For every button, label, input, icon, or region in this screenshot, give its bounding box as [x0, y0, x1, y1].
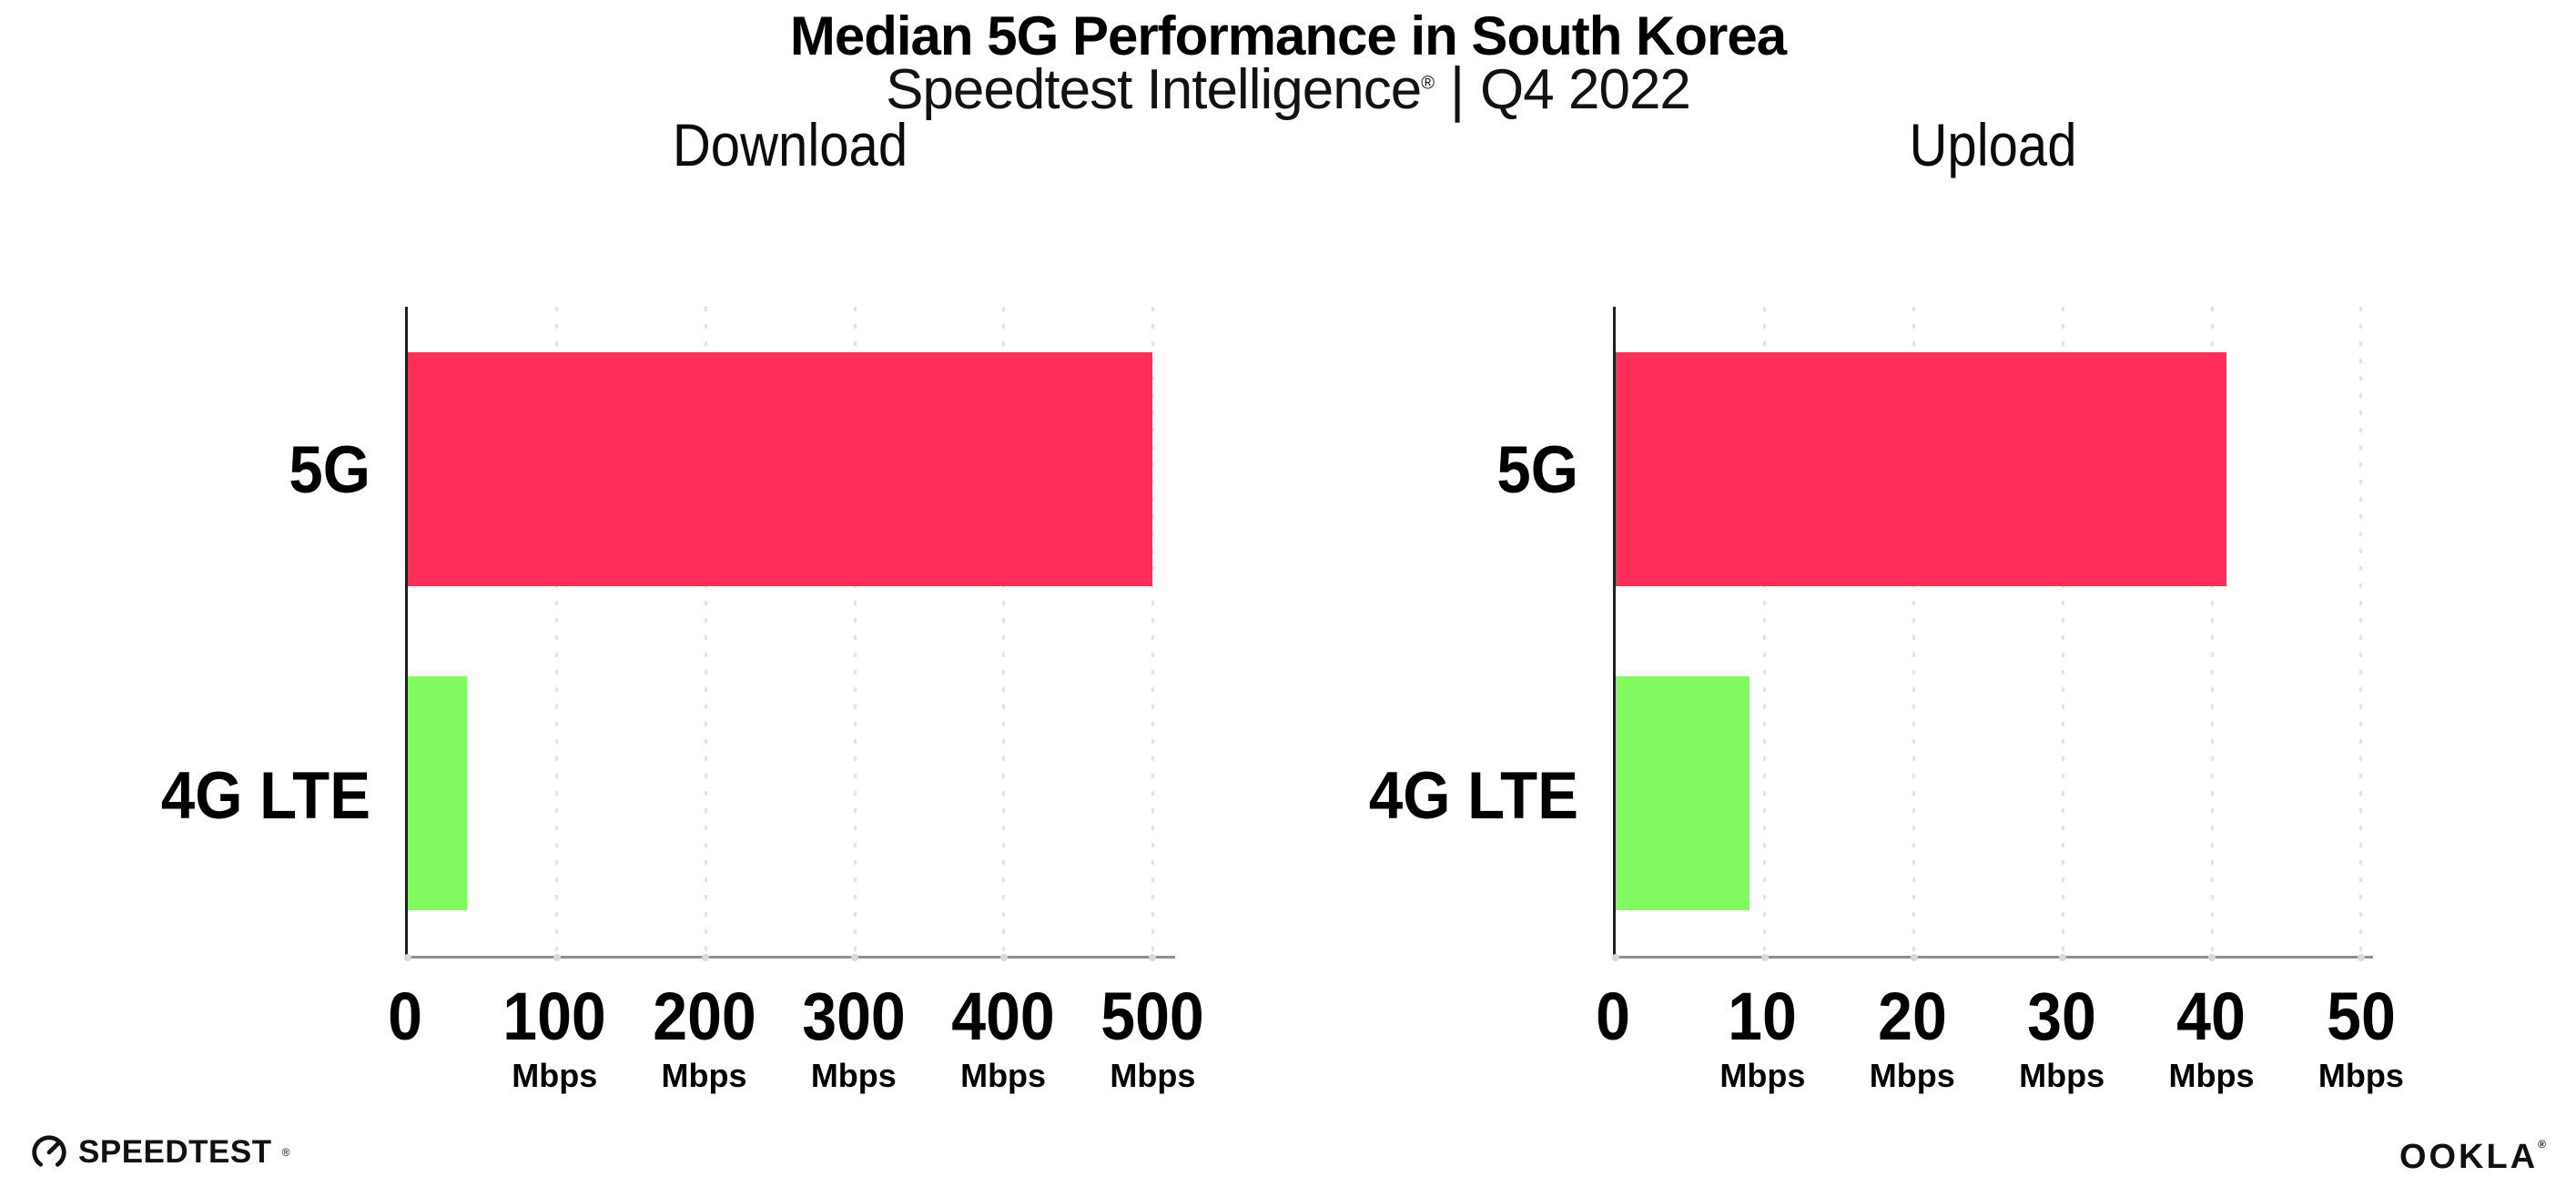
download-plot-area — [404, 307, 1175, 961]
axis-tick-dot — [702, 954, 710, 961]
x-tick-value: 10 — [1728, 979, 1798, 1054]
x-tick-value: 30 — [2027, 979, 2096, 1054]
subtitle: Speedtest Intelligence® | Q4 2022 — [0, 55, 2576, 124]
x-tick: 50 Mbps — [2318, 983, 2404, 1092]
x-tick-unit: Mbps — [810, 1057, 897, 1094]
axis-tick-dot — [1612, 954, 1619, 961]
upload-plot-area — [1612, 307, 2373, 961]
x-tick: 500 Mbps — [1097, 983, 1209, 1092]
category-label: 5G — [1496, 432, 1578, 507]
gridline — [2210, 307, 2214, 956]
axis-tick-dot — [999, 954, 1008, 961]
gridline — [2061, 307, 2064, 956]
category-label: 5G — [289, 432, 370, 507]
speedtest-registered-mark: ® — [281, 1146, 290, 1159]
main-title: Median 5G Performance in South Korea — [789, 5, 1787, 66]
gridline — [1151, 307, 1154, 956]
x-tick-value: 300 — [802, 979, 906, 1054]
x-tick-value: 500 — [1100, 979, 1205, 1054]
x-tick-value: 0 — [1596, 979, 1630, 1054]
x-tick: 0 — [1594, 983, 1631, 1050]
axis-tick-dot — [2059, 954, 2067, 961]
gridline — [1763, 307, 1767, 956]
x-tick-unit: Mbps — [960, 1057, 1047, 1094]
x-tick: 10 Mbps — [1719, 983, 1805, 1092]
x-tick-value: 100 — [502, 979, 607, 1054]
axis-tick-dot — [851, 954, 859, 961]
download-x-axis: 0 100 Mbps 200 Mbps 300 Mbps 400 Mbps 500 Mbps — [388, 983, 1204, 1138]
x-tick: 40 Mbps — [2168, 983, 2254, 1092]
axis-tick-dot — [553, 954, 561, 961]
upload-chart-title: Upload — [1909, 111, 2077, 178]
x-tick: 200 Mbps — [648, 983, 760, 1092]
x-tick-value: 40 — [2176, 979, 2246, 1054]
axis-tick-dot — [1760, 954, 1769, 961]
subtitle-period: Q4 2022 — [1480, 58, 1691, 121]
axis-tick-dot — [2357, 954, 2365, 961]
x-tick: 0 — [386, 983, 423, 1050]
speedtest-wordmark: SPEEDTEST — [78, 1134, 272, 1170]
gridline — [1912, 307, 1916, 956]
x-tick-unit: Mbps — [1719, 1057, 1806, 1094]
bar-5g — [408, 351, 1153, 586]
bar-row — [1616, 632, 2373, 957]
bar-row — [1616, 307, 2373, 632]
x-tick-unit: Mbps — [2317, 1057, 2404, 1094]
bar-row — [408, 307, 1175, 632]
axis-tick-dot — [1910, 954, 1918, 961]
bar-4g-lte — [408, 676, 468, 911]
download-category-labels: 5G 4G LTE — [59, 307, 370, 959]
speedtest-logo: SPEEDTEST ® — [30, 1133, 289, 1172]
gridline — [853, 307, 857, 956]
x-tick-unit: Mbps — [1110, 1057, 1196, 1094]
x-tick: 20 Mbps — [1870, 983, 1955, 1092]
axis-tick-dot — [1149, 954, 1157, 961]
speedtest-gauge-icon — [32, 1135, 66, 1170]
x-tick-value: 50 — [2326, 979, 2396, 1054]
x-tick: 30 Mbps — [2019, 983, 2104, 1092]
bar-row — [408, 632, 1175, 957]
x-tick-unit: Mbps — [2168, 1057, 2255, 1094]
subtitle-separator: | — [1449, 56, 1465, 124]
upload-category-labels: 5G 4G LTE — [1267, 307, 1578, 959]
bar-4g-lte — [1616, 676, 1750, 911]
x-tick-unit: Mbps — [661, 1057, 747, 1094]
bar-5g — [1616, 351, 2227, 586]
x-tick-value: 20 — [1877, 979, 1947, 1054]
axis-tick-dot — [404, 954, 411, 961]
gridline — [1002, 307, 1006, 956]
x-tick: 400 Mbps — [947, 983, 1059, 1092]
ookla-logo: OOKLA ® — [2399, 1138, 2549, 1177]
gridline — [704, 307, 707, 956]
x-tick-value: 0 — [388, 979, 422, 1054]
registered-mark: ® — [1421, 73, 1435, 94]
download-chart-title: Download — [672, 111, 908, 178]
x-tick: 300 Mbps — [797, 983, 909, 1092]
ookla-wordmark: OOKLA — [2399, 1138, 2539, 1176]
gridline — [2359, 307, 2363, 956]
x-tick-unit: Mbps — [2019, 1057, 2105, 1094]
x-tick-value: 200 — [652, 979, 756, 1054]
category-label: 4G LTE — [1368, 758, 1578, 833]
subtitle-brand: Speedtest Intelligence — [886, 58, 1422, 121]
category-label: 4G LTE — [160, 758, 370, 833]
x-tick: 100 Mbps — [499, 983, 611, 1092]
gridline — [555, 307, 559, 956]
ookla-registered-mark: ® — [2538, 1138, 2549, 1151]
upload-x-axis: 0 10 Mbps 20 Mbps 30 Mbps 40 Mbps 50 Mbps — [1596, 983, 2404, 1138]
axis-tick-dot — [2208, 954, 2216, 961]
x-tick-unit: Mbps — [1869, 1057, 1955, 1094]
x-tick-value: 400 — [951, 979, 1055, 1054]
x-tick-unit: Mbps — [512, 1057, 598, 1094]
